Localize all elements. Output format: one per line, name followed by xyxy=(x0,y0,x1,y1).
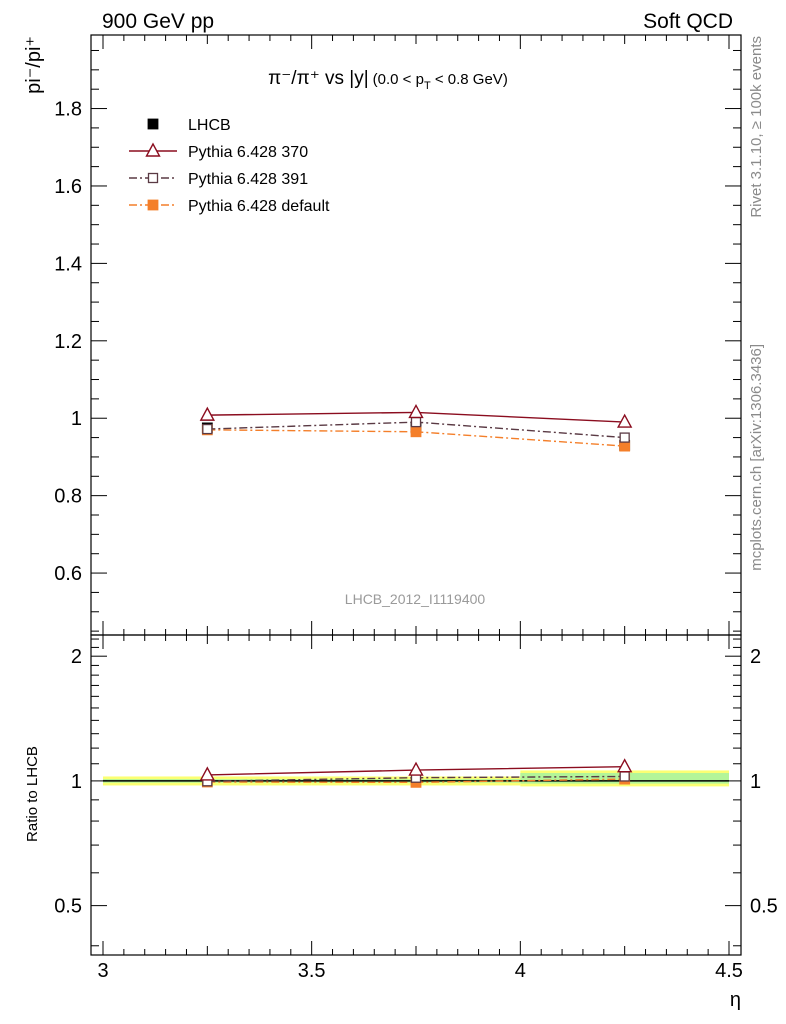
ratio-y-tick-label: 0.5 xyxy=(54,896,82,918)
legend-marker-p391 xyxy=(147,172,159,184)
ratio-y-tick-label-right: 2 xyxy=(750,646,761,668)
legend-marker-p370 xyxy=(145,142,161,157)
main-title: π⁻/π⁺ vs |y| (0.0 < pT < 0.8 GeV) xyxy=(268,68,508,92)
main-y-tick-label: 1.6 xyxy=(54,176,82,198)
main-y-tick-label: 0.8 xyxy=(54,486,82,508)
side-label-mcplots: mcplots.cern.ch [arXiv:1306.3436] xyxy=(748,344,765,571)
point-p391-1 xyxy=(410,416,422,428)
main-y-tick-label: 1.8 xyxy=(54,99,82,121)
point-pdefault-1 xyxy=(410,426,422,438)
x-tick-label: 3.5 xyxy=(298,960,326,982)
point-p391-2 xyxy=(619,771,630,782)
main-y-tick-label: 0.6 xyxy=(54,563,82,585)
point-p370-0 xyxy=(199,766,216,781)
ratio-y-tick-label: 1 xyxy=(71,771,82,793)
main-title-sub-end: < 0.8 GeV) xyxy=(431,71,508,88)
axis-ticks xyxy=(91,35,741,955)
ratio-y-tick-label-right: 0.5 xyxy=(750,896,778,918)
legend-label-p391: Pythia 6.428 391 xyxy=(188,171,308,188)
legend-label-p370: Pythia 6.428 370 xyxy=(188,144,308,161)
main-series xyxy=(199,403,633,452)
tick-labels: 3 3.5 4 4.5 0.6 0.8 1 1.2 1.4 1.6 1.8 0.5 0.5 1 1 2 2 xyxy=(54,99,778,982)
ratio-ylabel: Ratio to LHCB xyxy=(24,746,41,842)
ratio-y-tick-label-right: 1 xyxy=(750,771,761,793)
point-p391-2 xyxy=(619,432,630,443)
legend-marker-pdefault xyxy=(147,199,159,211)
analysis-watermark: LHCB_2012_I1119400 xyxy=(345,591,486,607)
point-p370-1 xyxy=(408,403,424,419)
ratio-panel-frame xyxy=(90,634,742,956)
x-tick-label: 3 xyxy=(97,960,108,982)
main-ylabel: pi⁻/pi⁺ xyxy=(23,36,45,94)
header-left: 900 GeV pp xyxy=(102,10,214,33)
main-y-tick-label: 1 xyxy=(71,408,82,430)
point-p370-2 xyxy=(616,413,633,428)
x-tick-label: 4 xyxy=(515,960,526,982)
point-p370-1 xyxy=(408,761,424,776)
point-p370-0 xyxy=(199,406,216,421)
point-p391-0 xyxy=(202,423,213,435)
ratio-series xyxy=(199,758,633,788)
legend-label-lhcb: LHCB xyxy=(188,117,231,134)
main-title-text: π⁻/π⁺ vs |y| xyxy=(268,68,368,89)
ratio-y-tick-label: 2 xyxy=(71,646,82,668)
legend-label-pdefault: Pythia 6.428 default xyxy=(188,198,330,215)
legend-marker-lhcb xyxy=(147,118,159,130)
point-p370-2 xyxy=(616,758,633,773)
x-axis-label: η xyxy=(730,989,741,1011)
header-right: Soft QCD xyxy=(643,10,733,33)
main-y-tick-label: 1.4 xyxy=(54,253,82,275)
main-y-tick-label: 1.2 xyxy=(54,331,82,353)
main-title-sub: (0.0 < p xyxy=(373,71,424,88)
x-tick-label: 4.5 xyxy=(715,960,743,982)
legend: LHCB Pythia 6.428 370 Pythia 6.428 391 Pyth… xyxy=(129,117,330,215)
side-label-rivet: Rivet 3.1.10, ≥ 100k events xyxy=(748,36,765,218)
main-title-sub-subscript: T xyxy=(424,80,431,92)
